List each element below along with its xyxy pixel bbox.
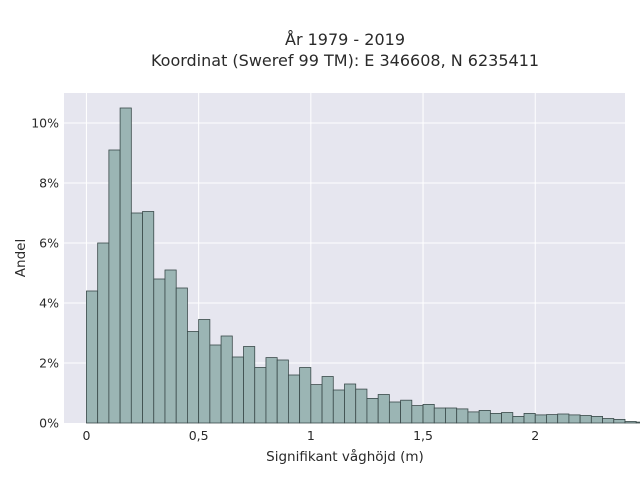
histogram-bar	[321, 376, 334, 424]
histogram-bar	[523, 412, 536, 424]
histogram-bar	[265, 357, 278, 424]
histogram-bar	[467, 411, 480, 424]
histogram-bar	[175, 287, 188, 424]
histogram-bar	[97, 242, 110, 424]
x-tick-label: 1,5	[413, 428, 433, 443]
histogram-bar	[489, 412, 502, 424]
histogram-bar	[546, 414, 559, 424]
histogram-bar	[153, 278, 166, 424]
y-tick-label: 10%	[31, 116, 59, 131]
histogram-bar	[310, 384, 323, 424]
histogram-bar	[254, 367, 267, 424]
bars	[86, 107, 640, 424]
histogram-bar	[243, 346, 256, 424]
histogram-bar	[142, 211, 155, 424]
chart-title-line1: År 1979 - 2019	[285, 30, 405, 49]
histogram-bar	[332, 389, 345, 424]
histogram-bar	[108, 149, 121, 424]
histogram-bar	[388, 401, 402, 424]
histogram-bar	[557, 413, 570, 424]
histogram-bar	[512, 415, 525, 424]
x-tick-labels: 0 0,5 1 1,5 2	[82, 428, 539, 443]
histogram-bar	[164, 269, 177, 424]
y-tick-label: 0%	[39, 416, 59, 431]
histogram-bar	[377, 394, 390, 424]
histogram-bar	[445, 407, 458, 424]
chart-title-line2: Koordinat (Sweref 99 TM): E 346608, N 62…	[151, 51, 539, 70]
histogram-bar	[590, 415, 603, 424]
histogram-bar	[299, 367, 312, 424]
histogram-bar	[635, 421, 640, 424]
y-tick-label: 6%	[39, 236, 59, 251]
x-tick-label: 0	[82, 428, 90, 443]
y-tick-labels: 0% 2% 4% 6% 8% 10%	[31, 116, 59, 431]
x-tick-label: 0,5	[189, 428, 209, 443]
histogram-bar	[209, 344, 222, 424]
histogram-bar	[501, 412, 514, 424]
histogram-bar	[568, 414, 581, 424]
histogram-bar	[366, 397, 379, 424]
histogram-bar	[433, 407, 446, 424]
histogram-bar	[86, 290, 99, 424]
histogram-bar	[187, 331, 200, 424]
x-tick-label: 2	[531, 428, 539, 443]
histogram-bar	[400, 399, 413, 424]
histogram-bar	[534, 414, 547, 424]
histogram-bar	[456, 408, 469, 424]
histogram-bar	[198, 319, 211, 424]
x-axis-label: Signifikant våghöjd (m)	[266, 448, 424, 465]
histogram-bar	[478, 409, 491, 424]
histogram-bar	[422, 403, 435, 424]
histogram-bar	[355, 388, 368, 424]
histogram-bar	[130, 212, 143, 424]
histogram-bar	[613, 418, 626, 424]
y-gridlines	[64, 122, 625, 364]
histogram-bar	[344, 383, 357, 424]
histogram-bar	[602, 418, 615, 424]
histogram-bar	[276, 359, 289, 424]
histogram-bar	[231, 356, 244, 424]
histogram-bar	[220, 335, 233, 424]
y-tick-label: 4%	[39, 296, 59, 311]
histogram-bar	[119, 107, 132, 424]
y-tick-label: 2%	[39, 356, 59, 371]
histogram-bar	[579, 415, 592, 424]
histogram-bar	[411, 405, 424, 424]
histogram-bar	[287, 374, 301, 424]
histogram-bar	[624, 421, 637, 424]
y-tick-label: 8%	[39, 176, 59, 191]
x-tick-label: 1	[307, 428, 315, 443]
y-axis-label: Andel	[13, 239, 29, 277]
